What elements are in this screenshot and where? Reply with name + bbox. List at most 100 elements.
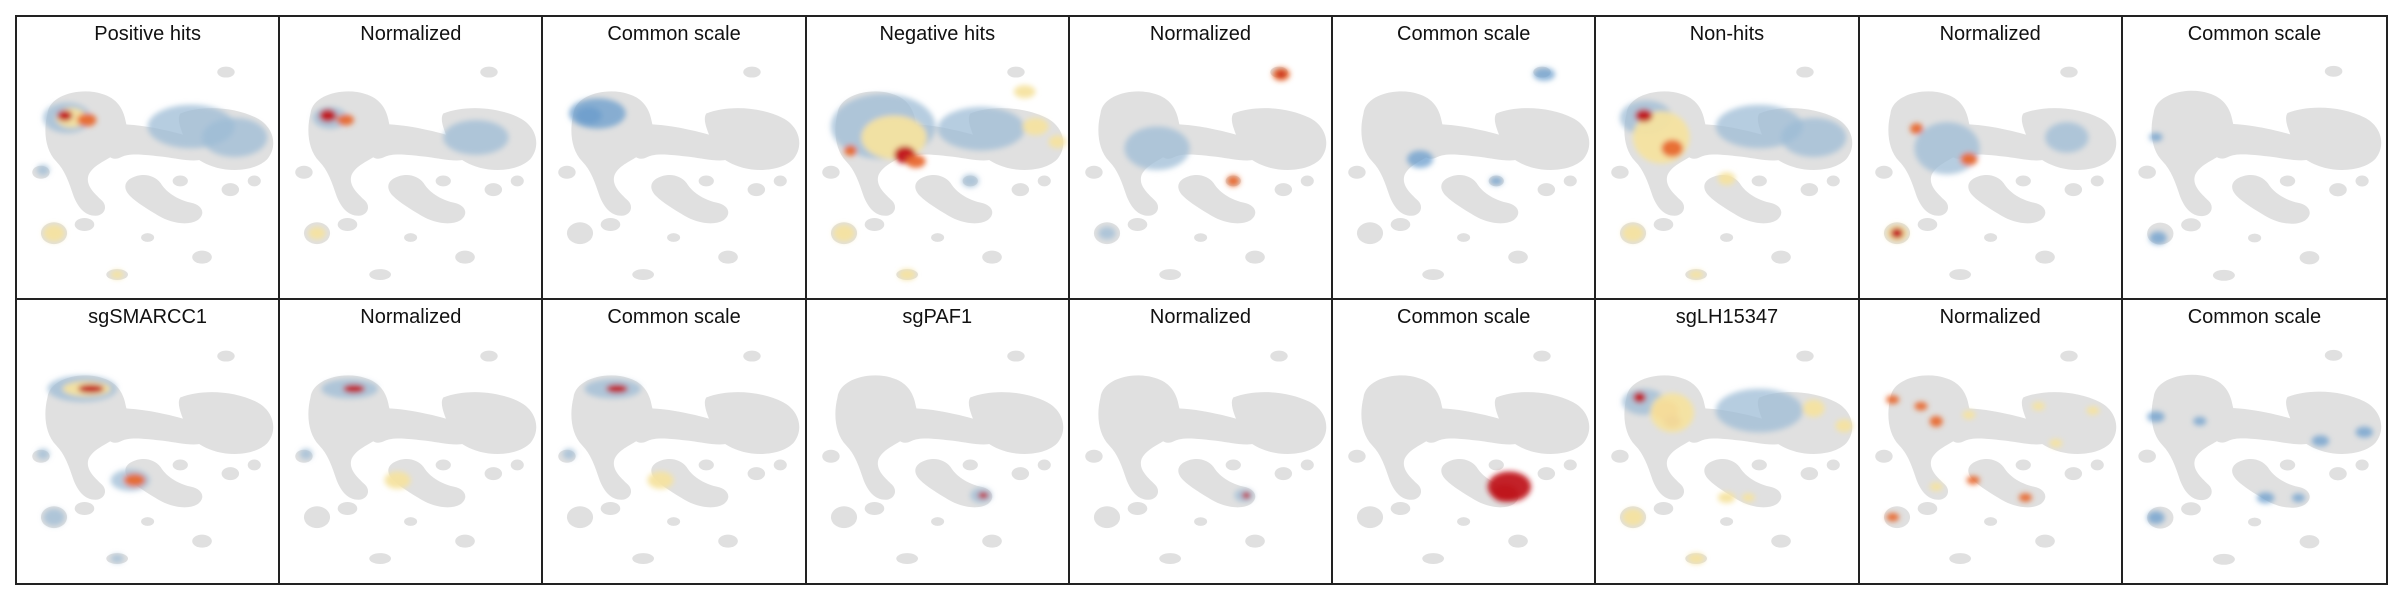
cell-cluster (968, 392, 1063, 454)
cell-cluster (1300, 175, 1314, 187)
density-hotspot (1622, 508, 1645, 526)
cell-cluster (1357, 506, 1384, 529)
cell-cluster (217, 66, 235, 78)
cell-cluster (774, 175, 788, 187)
cell-cluster (337, 501, 358, 516)
umap-embedding (1348, 66, 1590, 280)
panel-title: Negative hits (879, 23, 996, 45)
density-hotspot (57, 110, 73, 122)
density-overlay (36, 102, 268, 279)
cell-cluster (1796, 66, 1815, 78)
panel-title: Normalized (1149, 23, 1252, 45)
cell-cloud (295, 66, 537, 280)
cell-cluster (2247, 517, 2261, 527)
cell-cluster (601, 501, 621, 516)
density-overlay (569, 98, 627, 129)
cell-cluster (1300, 459, 1314, 471)
density-hotspot (1885, 395, 1899, 404)
cell-cluster (480, 66, 498, 78)
umap-embedding (32, 66, 274, 280)
cell-cluster (2064, 183, 2082, 197)
cell-cluster (369, 269, 392, 280)
density-hotspot (1688, 270, 1705, 279)
density-overlay (299, 378, 411, 489)
cell-cluster (2138, 165, 2156, 179)
cell-cluster (1006, 350, 1025, 362)
cell-cluster (632, 553, 655, 564)
cell-cluster (1494, 392, 1590, 454)
density-hotspot (1492, 484, 1519, 502)
cell-cluster (2090, 175, 2104, 187)
density-hotspot (1022, 117, 1049, 136)
umap-panel: Normalized (1859, 17, 2123, 300)
cell-cluster (981, 250, 1002, 264)
cell-cluster (558, 165, 577, 179)
cell-cluster (1771, 250, 1792, 264)
cell-cluster (1508, 250, 1528, 264)
density-hotspot (1781, 117, 1847, 157)
cell-cluster (1537, 183, 1556, 197)
cell-cluster (355, 408, 473, 445)
cell-cluster (125, 174, 203, 224)
cell-cluster (2328, 183, 2347, 197)
cell-cluster (1508, 534, 1528, 548)
cell-cluster (369, 553, 392, 564)
density-hotspot (1890, 227, 1904, 239)
umap-panel: Common scale (543, 17, 807, 300)
cell-cloud (1611, 350, 1853, 564)
density-hotspot (336, 114, 355, 126)
cell-cluster (141, 233, 155, 242)
density-hotspot (1718, 172, 1736, 186)
umap-embedding (32, 350, 274, 564)
panel-title: Common scale (1397, 23, 1531, 45)
cell-cluster (1533, 350, 1551, 362)
cell-cloud (821, 350, 1063, 564)
umap-panel: Normalized (1069, 300, 1334, 583)
cell-cloud (1348, 66, 1590, 280)
cell-cluster (2247, 233, 2261, 243)
cell-cluster (1098, 375, 1180, 500)
cell-cluster (2324, 65, 2343, 77)
cell-cluster (619, 408, 736, 445)
umap-panel: Negative hits (806, 17, 1070, 300)
cell-cloud (295, 350, 537, 564)
cell-cluster (2285, 391, 2382, 454)
density-hotspot (1961, 410, 1975, 420)
umap-embedding (1611, 66, 1853, 280)
density-hotspot (905, 154, 926, 168)
cell-cluster (1751, 459, 1768, 471)
umap-embedding (558, 66, 800, 280)
umap-panel: Positive hits (17, 17, 281, 300)
cell-cluster (2299, 535, 2320, 549)
cell-cluster (172, 175, 188, 187)
cell-cluster (1563, 175, 1577, 187)
density-hotspot (647, 471, 675, 489)
cell-cluster (1085, 165, 1103, 179)
cell-cloud (2138, 65, 2382, 281)
cell-cluster (192, 250, 212, 264)
cell-cluster (192, 534, 212, 548)
density-hotspot (898, 269, 916, 280)
density-hotspot (2146, 511, 2165, 525)
cell-cluster (1800, 183, 1819, 197)
panel-title: Normalized (360, 23, 462, 45)
umap-panel: Normalized (1859, 300, 2123, 583)
cell-cluster (718, 250, 739, 264)
cell-cluster (1422, 553, 1445, 564)
panel-title: Common scale (1397, 306, 1531, 328)
density-hotspot (202, 117, 268, 157)
cell-cluster (2151, 374, 2234, 501)
cell-cluster (1887, 375, 1970, 500)
cell-cluster (651, 458, 729, 508)
umap-embedding (1611, 350, 1854, 564)
density-hotspot (299, 448, 313, 460)
density-hotspot (2192, 416, 2207, 426)
cell-cluster (1800, 467, 1819, 481)
cell-cluster (1270, 350, 1288, 362)
cell-cluster (2212, 269, 2235, 281)
cell-cluster (699, 175, 715, 187)
cell-cluster (1231, 108, 1327, 170)
density-hotspot (1913, 401, 1928, 411)
cell-cluster (2199, 407, 2317, 445)
cell-cluster (1357, 222, 1384, 245)
